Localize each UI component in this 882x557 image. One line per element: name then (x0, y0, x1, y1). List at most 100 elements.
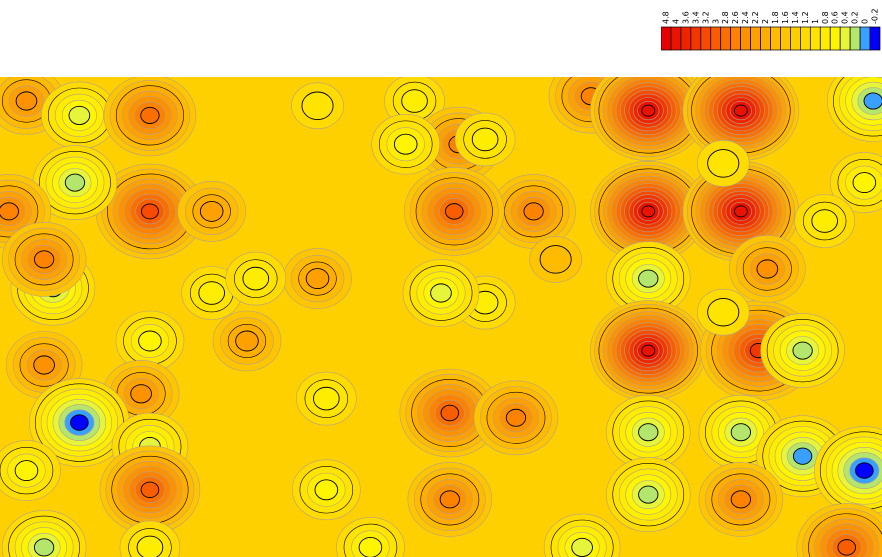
contour-region (571, 537, 593, 557)
contour-region (444, 203, 464, 220)
legend-swatch (680, 26, 692, 51)
legend-tick-label: 1.2 (801, 11, 810, 24)
contour-region (301, 91, 334, 121)
contour-region (792, 341, 813, 360)
contour-region (358, 536, 383, 557)
contour-region (539, 245, 572, 274)
contour-region (140, 481, 160, 499)
contour-region (811, 209, 838, 233)
legend-swatch (800, 26, 811, 51)
contour-region (756, 259, 779, 279)
contour-region (430, 283, 452, 303)
contour-region (393, 133, 418, 155)
contour-region (138, 330, 162, 352)
contour-region (730, 423, 752, 442)
legend-swatch (710, 26, 722, 51)
legend-tick-label: 2 (761, 19, 770, 24)
contour-region (33, 355, 55, 375)
contour-region (199, 200, 224, 222)
contour-region (242, 266, 270, 291)
legend-swatch (849, 26, 861, 51)
legend-tick-label: 0.4 (841, 11, 850, 24)
contour-region (638, 423, 659, 442)
legend-tick-label: 2.2 (751, 11, 760, 24)
contour-region (68, 105, 91, 125)
contour-region (792, 447, 813, 465)
legend-swatch (690, 26, 702, 51)
contour-region (136, 535, 164, 557)
contour-region (471, 127, 499, 152)
contour-region (852, 172, 877, 194)
legend-tick-label: 0.2 (851, 11, 860, 24)
legend-tick-label: -0.2 (871, 8, 880, 24)
contour-region (707, 297, 740, 327)
legend-swatch (720, 26, 732, 51)
contour-region (305, 268, 330, 290)
contour-region (505, 408, 527, 427)
legend-tick-label: 0.8 (821, 11, 830, 24)
contour-region (638, 485, 659, 504)
legend-swatch (770, 26, 781, 51)
contour-region (314, 479, 339, 501)
legend-tick-label: 3 (711, 19, 720, 24)
contour-region (733, 104, 748, 117)
legend-tick-label: 2.4 (741, 11, 750, 24)
contour-region (523, 202, 544, 221)
contour-region (14, 460, 39, 482)
contour-region (641, 104, 656, 117)
legend-swatch (839, 26, 851, 51)
contour-region (440, 404, 460, 422)
contour-region (64, 173, 86, 192)
legend-tick-label: 0.6 (831, 11, 840, 24)
contour-region (15, 91, 38, 111)
legend-tick-label: 3.2 (701, 11, 710, 24)
legend-tick-label: 3.6 (681, 11, 690, 24)
legend-swatch (819, 26, 831, 51)
contour-region (140, 203, 159, 220)
legend-tick-label: 1 (811, 19, 820, 24)
legend-tick-label: 4.8 (661, 11, 670, 24)
legend-swatch (670, 26, 682, 51)
legend-tick-label: 1.4 (791, 11, 800, 24)
legend-swatch (700, 26, 712, 51)
contour-region (33, 538, 55, 557)
legend-swatch (859, 26, 871, 51)
legend-swatch (790, 26, 801, 51)
contour-region (70, 414, 89, 431)
legend-swatch (760, 26, 771, 51)
legend-swatch (829, 26, 841, 51)
contour-region (863, 92, 882, 110)
legend-tick-label: 3.4 (691, 11, 700, 24)
contour-region (855, 462, 874, 479)
contour-region (439, 490, 460, 509)
contour-region (707, 149, 740, 178)
contour-plot (0, 77, 882, 557)
contour-region (140, 106, 160, 124)
legend-tick-label: 2.6 (731, 11, 740, 24)
contour-region (130, 384, 152, 404)
legend-swatch (750, 26, 761, 51)
legend-tick-label: 2.8 (721, 11, 730, 24)
contour-region (198, 281, 225, 305)
legend-tick-label: 1.8 (771, 11, 780, 24)
legend-swatch (740, 26, 751, 51)
legend-swatch (661, 26, 672, 51)
contour-region (0, 202, 19, 221)
contour-region (401, 89, 428, 113)
legend-swatch (780, 26, 791, 51)
contour-region (641, 205, 656, 218)
legend-swatch (730, 26, 741, 51)
contour-region (235, 330, 259, 352)
contour-region (638, 269, 659, 288)
contour-region (837, 539, 856, 556)
contour-region (33, 250, 55, 269)
contour-region (730, 490, 752, 509)
legend-tick-label: 4 (671, 19, 680, 24)
contour-region (733, 205, 748, 218)
color-legend: 4.8 4 3.6 3.4 3.2 3 2.8 2.6 2.4 2.2 2 1.8 1.6 1.4 1.2 1… (661, 8, 881, 51)
legend-swatch (869, 26, 881, 51)
contour-region (313, 386, 340, 411)
legend-tick-label: 0 (861, 19, 870, 24)
legend-tick-label: 1.6 (781, 11, 790, 24)
legend-swatch (809, 26, 821, 51)
